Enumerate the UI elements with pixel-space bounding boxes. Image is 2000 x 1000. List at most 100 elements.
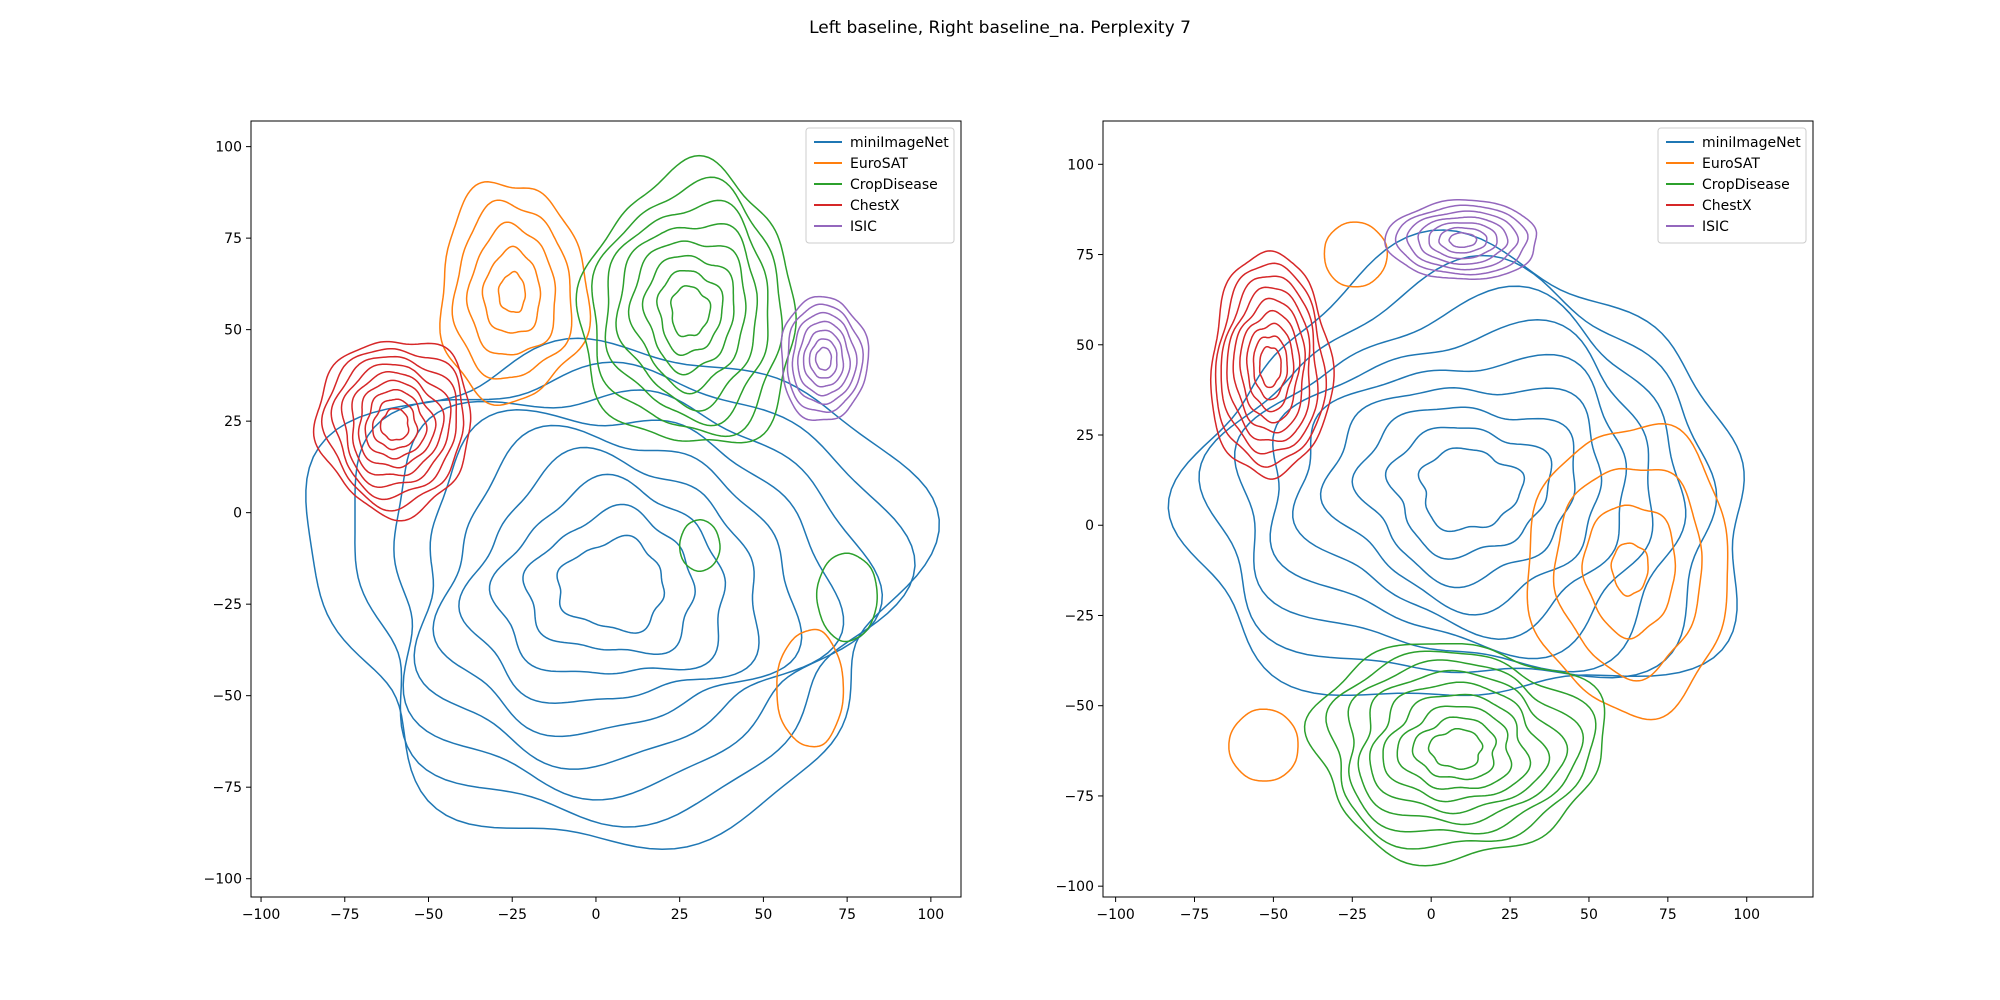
right-chestx-contour-line bbox=[1226, 286, 1311, 443]
right-legend-box bbox=[1657, 127, 1807, 244]
right-y-tick-label: 100 bbox=[1067, 157, 1094, 173]
right-y-tick-label: 50 bbox=[1076, 338, 1094, 354]
left-x-tick-label: −50 bbox=[414, 907, 444, 923]
left-y-tick-label: −75 bbox=[212, 780, 242, 796]
left-eurosat-contour-line bbox=[776, 628, 845, 748]
right-chestx-contour-line bbox=[1214, 262, 1328, 468]
left-y-tick-label: −100 bbox=[204, 872, 242, 888]
right-chestx-contour-line bbox=[1239, 309, 1301, 424]
right-panel: −100 −75 −50 −25 0 25 50 75 100 −100 −75 −50 −25 0 25 5… bbox=[1056, 120, 1814, 923]
right-eurosat-contour-line bbox=[1526, 423, 1729, 721]
right-miniimagenet-contour-line bbox=[1269, 319, 1654, 660]
right-chestx-contour-line bbox=[1252, 335, 1289, 401]
right-legend-label-cropdisease: CropDisease bbox=[1702, 177, 1790, 193]
right-cropdisease-contour-line bbox=[1369, 681, 1551, 815]
left-x-tick-label: −25 bbox=[497, 907, 527, 923]
left-eurosat-contour-line bbox=[465, 221, 557, 356]
right-y-tick-label: −75 bbox=[1064, 789, 1094, 805]
left-miniimagenet-contour-line bbox=[522, 503, 696, 656]
right-isic-contour-line bbox=[1384, 199, 1538, 280]
left-cropdisease-contour-line bbox=[575, 154, 797, 444]
left-legend-label-isic: ISIC bbox=[850, 219, 877, 235]
left-legend: miniImageNet EuroSAT CropDisease ChestX ISIC bbox=[805, 127, 955, 244]
right-axis-ticks: −100 −75 −50 −25 0 25 50 75 100 −100 −75 −50 −25 0 25 5… bbox=[1056, 157, 1761, 923]
right-legend-label-miniimagenet: miniImageNet bbox=[1702, 135, 1801, 151]
left-x-tick-label: 25 bbox=[671, 907, 689, 923]
right-isic-contour-line bbox=[1417, 216, 1509, 265]
left-legend-label-eurosat: EuroSAT bbox=[850, 156, 908, 172]
right-miniimagenet-contour-line bbox=[1198, 254, 1718, 679]
left-miniimagenet-contour-line bbox=[488, 473, 727, 675]
right-miniimagenet-contour-line bbox=[1292, 353, 1628, 640]
right-eurosat-contour-line bbox=[1581, 504, 1677, 640]
left-chestx-contour-line bbox=[371, 398, 419, 451]
right-isic-contour-line bbox=[1428, 222, 1498, 260]
right-miniimagenet-contour-line bbox=[1351, 406, 1576, 589]
right-series-eurosat bbox=[1228, 221, 1729, 782]
right-axes-frame bbox=[1102, 120, 1814, 898]
right-miniimagenet-contour-line bbox=[1417, 447, 1526, 533]
left-y-tick-label: −50 bbox=[212, 689, 242, 705]
left-x-tick-label: −75 bbox=[330, 907, 360, 923]
right-isic-contour-line bbox=[1448, 232, 1478, 249]
right-cropdisease-contour-line bbox=[1303, 642, 1606, 867]
left-chestx-contour-line bbox=[379, 408, 410, 441]
left-x-tick-label: −100 bbox=[242, 907, 280, 923]
left-isic-contour-line bbox=[814, 346, 833, 371]
left-eurosat-contour-line bbox=[451, 199, 573, 380]
right-y-tick-label: 0 bbox=[1085, 518, 1094, 534]
left-legend-label-miniimagenet: miniImageNet bbox=[850, 135, 949, 151]
left-y-tick-label: 25 bbox=[224, 414, 242, 430]
right-cropdisease-contour-line bbox=[1411, 716, 1497, 781]
right-x-tick-label: 25 bbox=[1501, 907, 1519, 923]
right-cropdisease-contour-line bbox=[1325, 650, 1597, 850]
right-cropdisease-contour-line bbox=[1347, 659, 1585, 835]
figure-title: Left baseline, Right baseline_na. Perple… bbox=[809, 18, 1191, 38]
left-series-chestx bbox=[312, 340, 472, 522]
left-cropdisease-contour-line bbox=[815, 552, 878, 643]
left-axes-frame bbox=[250, 120, 962, 898]
left-series-cropdisease bbox=[575, 154, 878, 643]
right-series-miniimagenet bbox=[1167, 229, 1745, 697]
left-isic-contour-line bbox=[808, 338, 838, 379]
right-chestx-contour-line bbox=[1220, 275, 1319, 455]
right-chestx-contour-line bbox=[1232, 297, 1306, 434]
left-y-tick-label: 75 bbox=[224, 231, 242, 247]
right-y-tick-label: 75 bbox=[1076, 248, 1094, 264]
right-eurosat-contour-line bbox=[1228, 708, 1299, 782]
right-miniimagenet-contour-line bbox=[1167, 229, 1745, 697]
left-cropdisease-contour-line bbox=[591, 176, 784, 438]
left-miniimagenet-contour-line bbox=[458, 446, 760, 704]
left-miniimagenet-contour-line bbox=[393, 389, 884, 801]
left-contours bbox=[305, 154, 940, 851]
left-chestx-contour-line bbox=[320, 347, 465, 512]
left-miniimagenet-contour-line bbox=[413, 409, 845, 770]
right-x-tick-label: 50 bbox=[1580, 907, 1598, 923]
right-contours bbox=[1167, 199, 1745, 867]
right-legend-label-isic: ISIC bbox=[1702, 219, 1729, 235]
left-cropdisease-contour-line bbox=[641, 254, 735, 376]
left-cropdisease-contour-line bbox=[678, 519, 721, 572]
left-legend-label-chestx: ChestX bbox=[850, 198, 900, 214]
right-x-tick-label: 0 bbox=[1427, 907, 1436, 923]
left-miniimagenet-contour-line bbox=[305, 337, 940, 851]
right-isic-contour-line bbox=[1394, 204, 1529, 276]
right-legend-label-eurosat: EuroSAT bbox=[1702, 156, 1760, 172]
left-chestx-contour-line bbox=[357, 379, 437, 469]
left-cropdisease-contour-line bbox=[615, 222, 759, 412]
left-eurosat-contour-line bbox=[439, 181, 592, 407]
left-panel: −100 −75 −50 −25 0 25 50 75 100 −100 −75 −50 −25 0 25 5… bbox=[204, 120, 962, 923]
right-miniimagenet-contour-line bbox=[1384, 426, 1553, 560]
left-chestx-contour-line bbox=[364, 388, 428, 460]
right-x-tick-label: 100 bbox=[1733, 907, 1760, 923]
right-chestx-contour-line bbox=[1209, 250, 1335, 480]
left-isic-contour-line bbox=[786, 303, 864, 413]
left-chestx-contour-line bbox=[340, 363, 452, 488]
right-series-isic bbox=[1384, 199, 1538, 280]
right-series-chestx bbox=[1209, 250, 1335, 480]
left-x-tick-label: 0 bbox=[591, 907, 600, 923]
right-cropdisease-contour-line bbox=[1357, 669, 1569, 826]
right-cropdisease-contour-line bbox=[1382, 693, 1532, 803]
right-cropdisease-contour-line bbox=[1396, 705, 1513, 790]
